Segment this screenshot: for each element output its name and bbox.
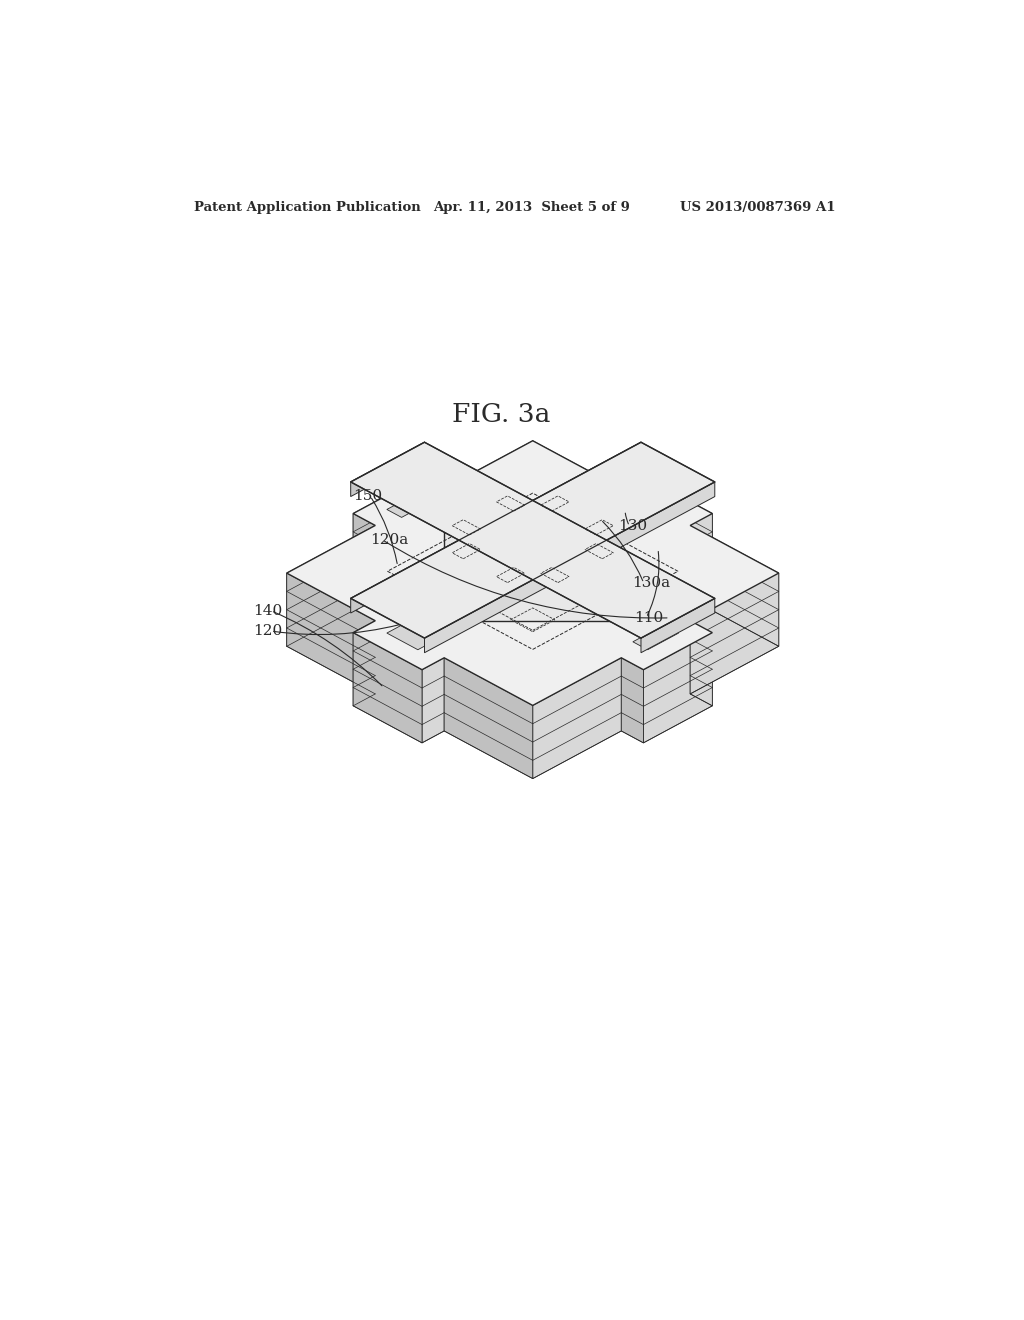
Polygon shape [444, 441, 532, 561]
Polygon shape [532, 441, 622, 561]
Text: Apr. 11, 2013  Sheet 5 of 9: Apr. 11, 2013 Sheet 5 of 9 [433, 201, 631, 214]
Text: Patent Application Publication: Patent Application Publication [194, 201, 421, 214]
Polygon shape [622, 477, 643, 561]
Polygon shape [633, 492, 679, 517]
Polygon shape [387, 492, 432, 517]
Polygon shape [353, 513, 375, 599]
Text: 110: 110 [634, 611, 664, 624]
Polygon shape [643, 632, 713, 743]
Text: 130a: 130a [632, 577, 670, 590]
Text: 140: 140 [254, 603, 283, 618]
Polygon shape [690, 573, 779, 694]
Polygon shape [353, 477, 422, 586]
Polygon shape [690, 513, 713, 599]
Polygon shape [350, 442, 641, 612]
Polygon shape [444, 525, 622, 620]
Polygon shape [641, 598, 715, 652]
Polygon shape [444, 657, 532, 779]
Text: 120: 120 [254, 624, 283, 638]
Text: FIG. 3a: FIG. 3a [452, 403, 550, 428]
Polygon shape [633, 626, 679, 649]
Text: US 2013/0087369 A1: US 2013/0087369 A1 [680, 201, 835, 214]
Polygon shape [532, 657, 622, 779]
Polygon shape [350, 442, 425, 496]
Text: 130: 130 [617, 519, 647, 533]
Polygon shape [350, 442, 715, 638]
Text: 150: 150 [353, 488, 382, 503]
Polygon shape [622, 657, 643, 743]
Polygon shape [422, 657, 444, 743]
Polygon shape [643, 477, 713, 586]
Polygon shape [350, 442, 715, 638]
Polygon shape [387, 626, 432, 649]
Text: 120a: 120a [370, 532, 409, 546]
Polygon shape [425, 482, 715, 652]
Polygon shape [353, 620, 375, 706]
Polygon shape [690, 620, 713, 706]
Polygon shape [287, 573, 375, 694]
Polygon shape [287, 441, 779, 705]
Polygon shape [353, 632, 422, 743]
Polygon shape [422, 477, 444, 561]
Polygon shape [287, 525, 375, 647]
Polygon shape [690, 525, 779, 647]
